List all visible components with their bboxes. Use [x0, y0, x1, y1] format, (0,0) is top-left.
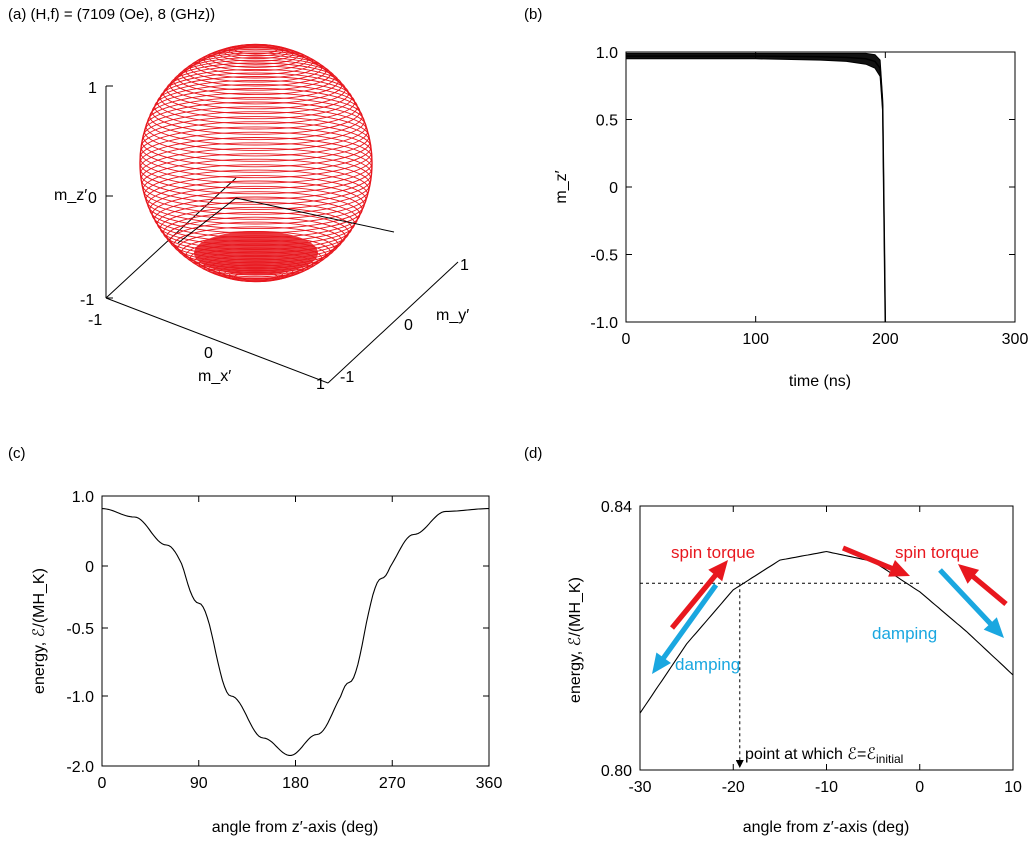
damping-label-right: damping [872, 624, 937, 643]
x-axis-label: m_x′ [198, 368, 231, 385]
x-tick-label: 0 [98, 775, 107, 792]
panel-b-ylabel: m_z′ [553, 170, 570, 203]
x-tick-label: -20 [722, 779, 745, 796]
panel-c: (c) 0 90 180 270 360 1.0 0 -0.5 -1.0 -2.0 angle f… [8, 445, 502, 836]
y-tick-label: 0 [609, 180, 618, 197]
damping-label-left: damping [675, 655, 740, 674]
panel-a-inner-axes [177, 197, 395, 244]
y-tick-label: 0 [85, 559, 94, 576]
panel-a: (a) (H,f) = (7109 (Oe), 8 (GHz)) 1 0 -1 … [8, 6, 469, 393]
y-axis-label: m_y′ [436, 307, 469, 324]
energy-curve-zoom [639, 550, 1014, 714]
panel-d-title: (d) [524, 445, 542, 462]
y-tick-label: -1.0 [66, 689, 94, 706]
z-tick-label-1: 1 [88, 80, 97, 97]
panel-d-xlabel: angle from z′-axis (deg) [743, 819, 910, 836]
mz-band [625, 52, 886, 323]
panel-d: (d) -30 -20 -10 0 10 0.84 0.80 spin torque spi… [524, 445, 1022, 836]
panel-d-plot [639, 550, 1014, 768]
sphere-dense-bottom [194, 231, 318, 275]
panel-c-frame [101, 495, 490, 767]
panel-a-title: (a) (H,f) = (7109 (Oe), 8 (GHz)) [8, 6, 215, 23]
x-tick-label: 360 [476, 775, 503, 792]
x-tick-label: -30 [628, 779, 651, 796]
spin-torque-arrow-left [670, 560, 728, 630]
x-tick-label: 90 [190, 775, 208, 792]
z-axis-label: m_z′ [54, 187, 87, 204]
panel-c-ylabel: energy, ℰ/(MH_K) [31, 568, 48, 694]
x-tick-label: 100 [742, 331, 769, 348]
spin-torque-arrow-right [842, 545, 910, 577]
y-tick-label: 1.0 [596, 45, 618, 62]
spin-torque-label-left: spin torque [671, 543, 755, 562]
y-tick-label-0: 0 [404, 317, 413, 334]
panel-b-ticks: 0 100 200 300 1.0 0.5 0 -0.5 -1.0 [590, 45, 1028, 348]
damping-arrow-right [938, 568, 1004, 638]
y-tick-label: -2.0 [66, 759, 94, 776]
x-tick-label: 10 [1004, 779, 1022, 796]
inner-axis-left [177, 197, 237, 244]
panel-c-title: (c) [8, 445, 26, 462]
damping-arrow-left [652, 583, 719, 674]
panel-a-3d-axes [105, 85, 459, 384]
panel-c-plot [101, 508, 489, 756]
y-tick-label: -1.0 [590, 315, 618, 332]
panel-c-xlabel: angle from z′-axis (deg) [212, 819, 379, 836]
y-tick-label: 0.5 [596, 113, 618, 130]
z-tick-label-neg1: -1 [80, 292, 94, 309]
mz-series-line [626, 55, 887, 323]
point-label-sub: initial [876, 752, 903, 766]
z-tick-label-0: 0 [88, 190, 97, 207]
spin-torque-label-right: spin torque [895, 543, 979, 562]
energy-curve [101, 508, 489, 756]
panel-d-ylabel: energy, ℰ/(MH_K) [567, 577, 584, 703]
sphere-ring [177, 59, 335, 96]
y-tick-label: -0.5 [590, 248, 618, 265]
panel-b-title: (b) [524, 6, 542, 23]
panel-b-plot [625, 52, 887, 323]
y-tick-label: -0.5 [66, 621, 94, 638]
x-tick-label: 270 [379, 775, 406, 792]
y-tick-label: 0.80 [601, 763, 632, 780]
y-tick-label-1: 1 [460, 257, 469, 274]
x-tick-label: 180 [282, 775, 309, 792]
panel-a-ticks: 1 0 -1 -1 0 1 -1 0 1 [80, 80, 469, 393]
x-tick-label: -10 [815, 779, 838, 796]
floor-left-edge [105, 297, 329, 384]
x-tick-label-0: 0 [204, 345, 213, 362]
point-label: point at which ℰ=ℰinitial [745, 746, 903, 766]
floor-right-edge [327, 261, 459, 384]
point-label-main: point at which ℰ=ℰ [745, 746, 876, 763]
panel-b-frame [625, 51, 1016, 323]
y-tick-label-neg1: -1 [340, 369, 354, 386]
x-tick-label: 0 [915, 779, 924, 796]
x-tick-label: 0 [622, 331, 631, 348]
x-tick-label: 200 [872, 331, 899, 348]
panel-d-arrows [652, 545, 1008, 674]
x-tick-label-neg1: -1 [88, 312, 102, 329]
x-tick-label-1: 1 [316, 376, 325, 393]
sphere-outline [139, 46, 373, 280]
panel-d-ticks: -30 -20 -10 0 10 0.84 0.80 [601, 499, 1022, 796]
spin-torque-arrow-right-back [958, 564, 1008, 606]
panel-a-sphere [139, 43, 373, 283]
panel-c-ticks: 0 90 180 270 360 1.0 0 -0.5 -1.0 -2.0 [66, 489, 502, 792]
x-tick-label: 300 [1002, 331, 1029, 348]
panel-b-xlabel: time (ns) [789, 373, 851, 390]
inner-axis-right [235, 197, 395, 233]
y-tick-label: 0.84 [601, 499, 632, 516]
y-tick-label: 1.0 [72, 489, 94, 506]
